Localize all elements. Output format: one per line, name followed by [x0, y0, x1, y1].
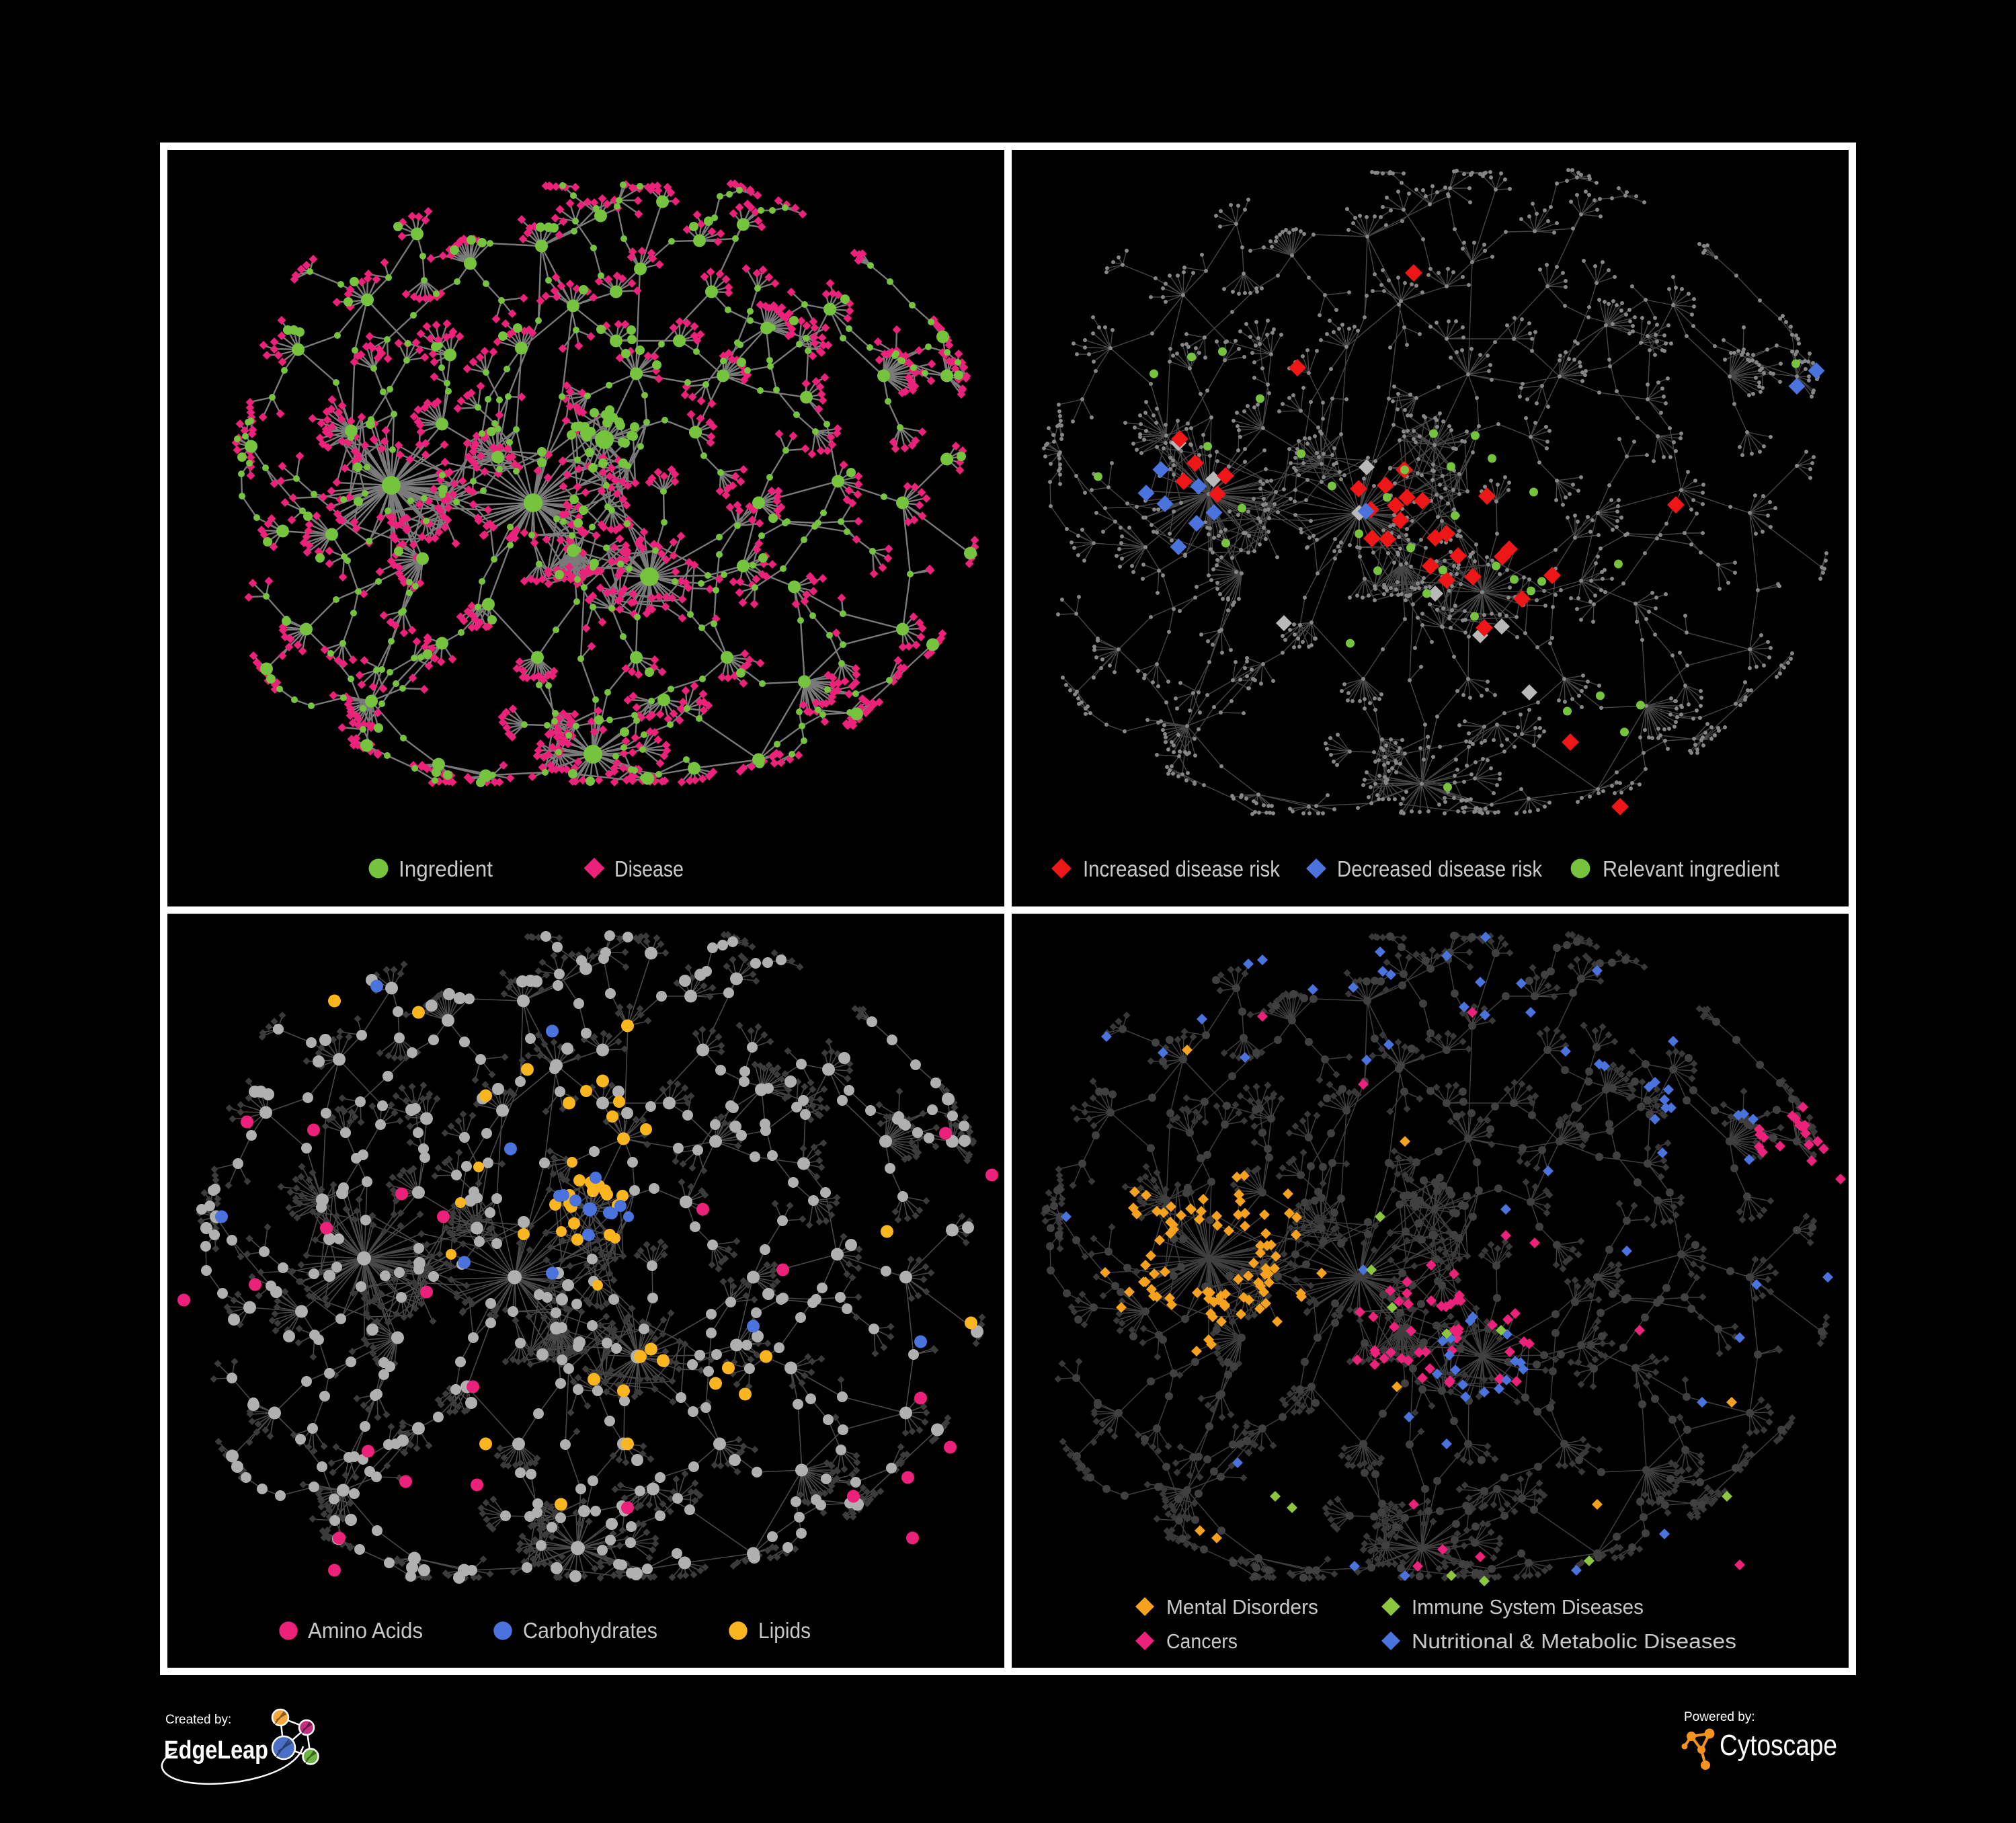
- svg-text:Nutritional & Metabolic Diseas: Nutritional & Metabolic Diseases: [1412, 1629, 1736, 1653]
- svg-text:Cancers: Cancers: [1166, 1629, 1238, 1653]
- svg-text:Decreased disease risk: Decreased disease risk: [1337, 856, 1542, 881]
- svg-text:Carbohydrates: Carbohydrates: [523, 1618, 657, 1643]
- svg-text:Created by:: Created by:: [165, 1713, 231, 1727]
- svg-text:Cytoscape: Cytoscape: [1720, 1729, 1837, 1762]
- svg-text:Immune System Diseases: Immune System Diseases: [1412, 1595, 1644, 1619]
- svg-text:Powered by:: Powered by:: [1684, 1710, 1755, 1724]
- svg-text:Ingredient: Ingredient: [399, 856, 493, 881]
- svg-text:Relevant ingredient: Relevant ingredient: [1603, 856, 1779, 881]
- svg-text:EdgeLeap: EdgeLeap: [164, 1736, 268, 1765]
- svg-text:Increased disease risk: Increased disease risk: [1083, 856, 1280, 881]
- svg-text:Lipids: Lipids: [758, 1618, 811, 1643]
- svg-text:Amino Acids: Amino Acids: [308, 1618, 423, 1643]
- svg-text:Mental Disorders: Mental Disorders: [1166, 1595, 1318, 1619]
- svg-text:Disease: Disease: [614, 856, 684, 881]
